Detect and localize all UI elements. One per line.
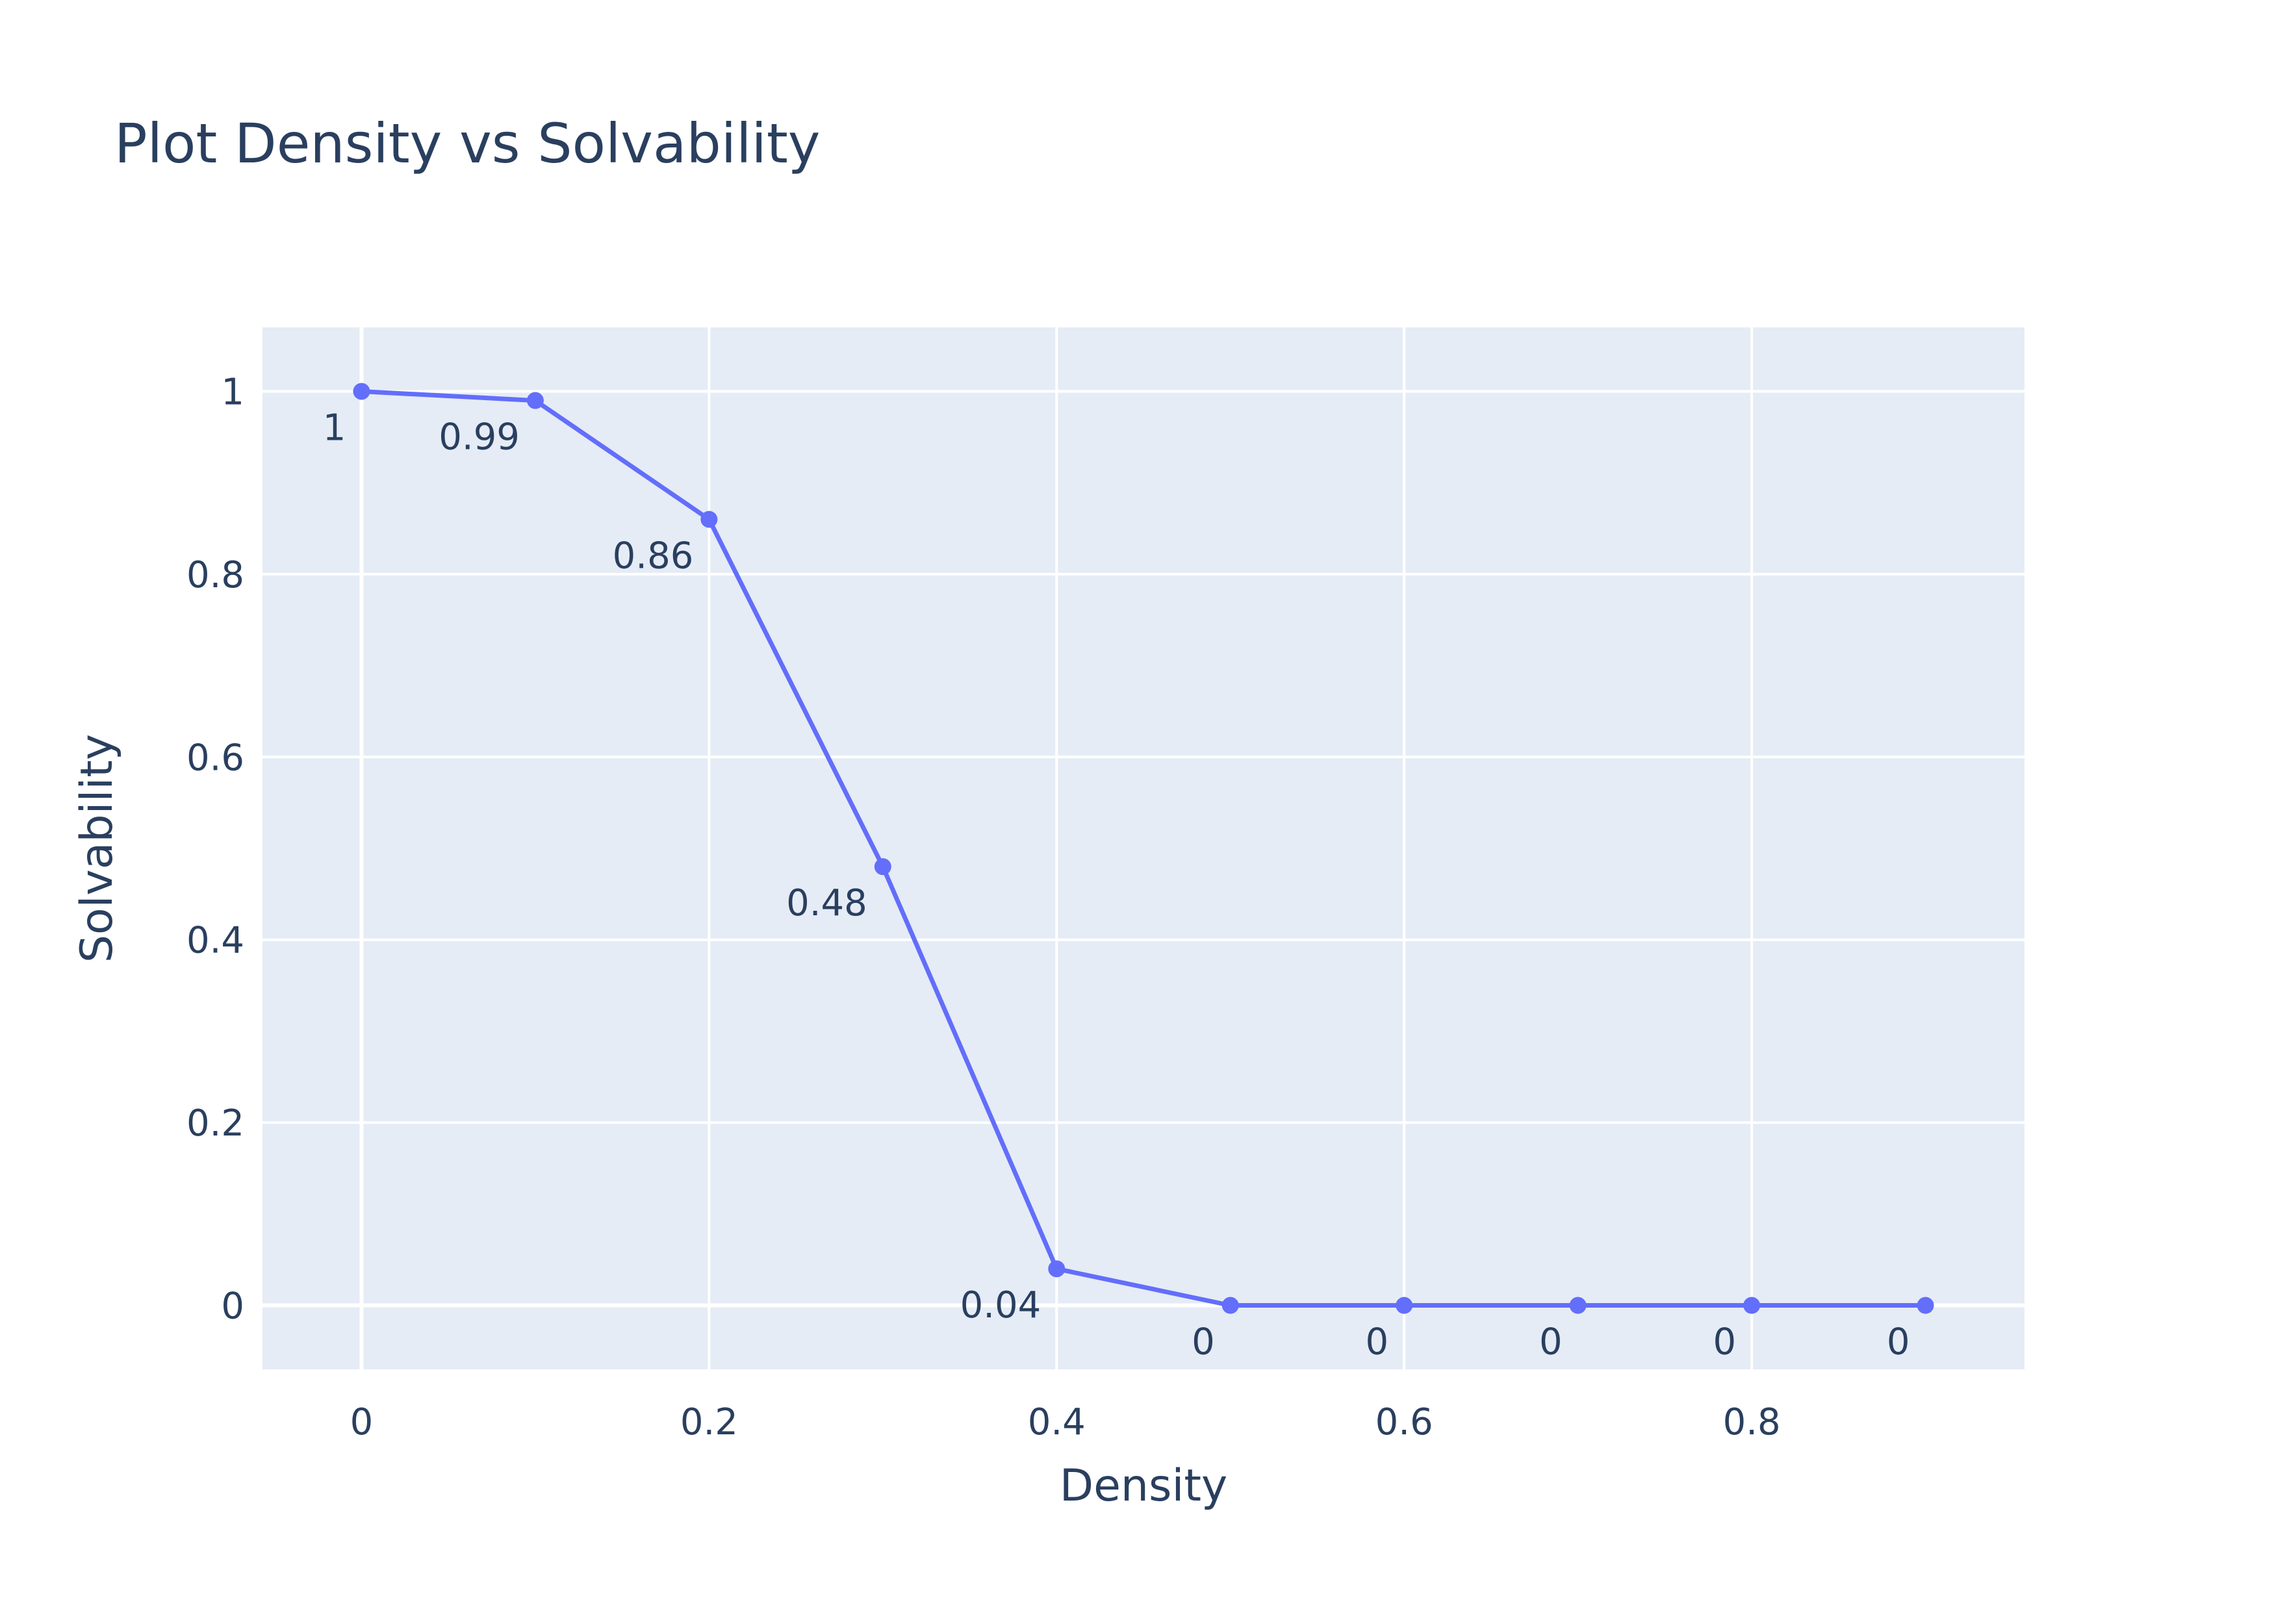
y-tick-label: 0.6 [186,737,244,779]
data-labels: 1 0.99 0.86 0.48 0.04 0 0 0 0 0 [323,407,1910,1363]
chart-title: Plot Density vs Solvability [114,112,820,175]
data-point [353,383,370,400]
y-tick-label: 1 [221,371,244,413]
data-label: 0.99 [439,416,520,459]
y-tick-label: 0.8 [186,554,244,596]
y-tick-label: 0.2 [186,1102,244,1145]
x-axis-title: Density [1060,1460,1228,1512]
x-tick-label: 0 [350,1401,374,1443]
x-tick-label: 0.4 [1028,1401,1086,1443]
data-point [526,392,544,409]
data-point [1396,1297,1413,1314]
y-tick-label: 0.4 [186,920,244,962]
data-label: 0 [1713,1321,1736,1364]
x-tick-label: 0.6 [1375,1401,1433,1443]
data-label: 0 [1539,1321,1563,1364]
plot-background [262,327,2025,1369]
x-tick-label: 0.2 [680,1401,738,1443]
data-point [874,858,891,876]
gridlines [262,327,2025,1369]
series-line [359,389,1928,1308]
data-point [1569,1297,1587,1314]
data-point [1743,1297,1761,1314]
data-label: 0 [1887,1321,1910,1364]
data-label: 1 [323,407,346,449]
tick-labels: 0 0.2 0.4 0.6 0.8 0 0.2 0.4 0.6 0.8 1 [186,371,1781,1443]
data-label: 0.04 [960,1284,1041,1326]
data-label: 0 [1192,1321,1215,1364]
data-point [1048,1260,1066,1278]
data-point [1917,1297,1934,1314]
data-point [1221,1297,1239,1314]
data-point [700,511,718,528]
data-label: 0.48 [786,882,867,924]
data-markers [353,383,1934,1314]
data-label: 0.86 [613,535,694,577]
y-axis-title: Solvability [71,734,123,963]
x-tick-label: 0.8 [1723,1401,1781,1443]
data-label: 0 [1366,1321,1389,1364]
y-tick-label: 0 [221,1286,244,1328]
